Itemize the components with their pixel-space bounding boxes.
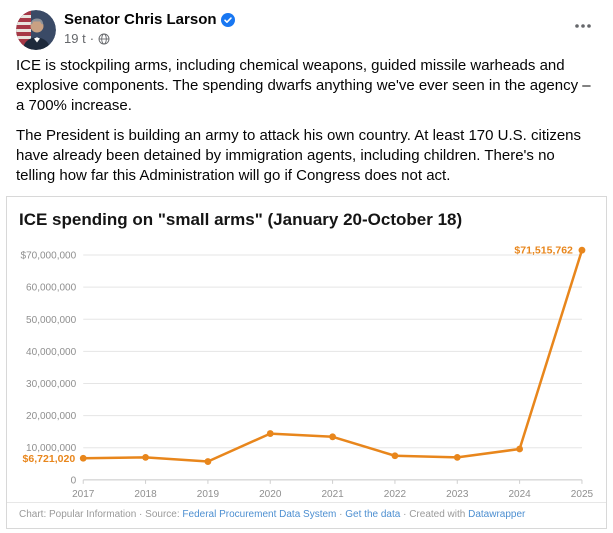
svg-text:$70,000,000: $70,000,000 [21, 251, 77, 262]
svg-text:2018: 2018 [134, 489, 157, 500]
header-info: Senator Chris Larson 19 t · [64, 10, 567, 46]
svg-text:0: 0 [71, 475, 77, 486]
svg-text:$6,721,020: $6,721,020 [23, 453, 76, 465]
datawrapper-link[interactable]: Datawrapper [468, 508, 526, 520]
svg-text:2023: 2023 [446, 489, 469, 500]
source-link[interactable]: Federal Procurement Data System [182, 508, 337, 520]
svg-text:2021: 2021 [321, 489, 344, 500]
svg-text:50,000,000: 50,000,000 [26, 315, 77, 326]
chart-card: ICE spending on "small arms" (January 20… [6, 196, 607, 529]
chart-title: ICE spending on "small arms" (January 20… [19, 210, 463, 229]
chart-credit-text: Chart: Popular Information · Source: [19, 508, 183, 520]
svg-text:2020: 2020 [259, 489, 282, 500]
meta-separator: · [89, 31, 95, 46]
footer-separator-1: · [336, 508, 346, 520]
get-data-link[interactable]: Get the data [345, 508, 401, 520]
ellipsis-icon [575, 24, 591, 28]
svg-text:40,000,000: 40,000,000 [26, 347, 77, 358]
post-paragraph-1: ICE is stockpiling arms, including chemi… [16, 57, 591, 114]
svg-text:$71,515,762: $71,515,762 [514, 245, 573, 257]
more-options-button[interactable] [567, 10, 599, 42]
svg-text:2017: 2017 [72, 489, 95, 500]
post-header: Senator Chris Larson 19 t · [0, 0, 613, 52]
spending-line-chart: 0 10,000,000 20,000,000 30,000,000 40,000,00… [21, 245, 594, 500]
svg-text:2024: 2024 [508, 489, 531, 500]
svg-text:2022: 2022 [384, 489, 407, 500]
chart-inner: ICE spending on "small arms" (January 20… [7, 197, 606, 502]
svg-text:2019: 2019 [197, 489, 220, 500]
svg-text:10,000,000: 10,000,000 [26, 443, 77, 454]
svg-text:30,000,000: 30,000,000 [26, 379, 77, 390]
svg-text:60,000,000: 60,000,000 [26, 283, 77, 294]
verified-badge-icon [220, 12, 235, 27]
svg-text:2025: 2025 [571, 489, 594, 500]
post-paragraph-2: The President is building an army to att… [16, 127, 581, 184]
footer-separator-2: · Created with [400, 508, 469, 520]
post-text: ICE is stockpiling arms, including chemi… [0, 52, 613, 186]
globe-icon [98, 33, 110, 44]
avatar-image [16, 10, 56, 50]
post-timestamp[interactable]: 19 t [64, 31, 86, 46]
post-meta: 19 t · [64, 31, 567, 46]
chart-footer: Chart: Popular Information · Source: Fed… [7, 501, 606, 528]
author-name[interactable]: Senator Chris Larson [64, 11, 217, 28]
svg-text:20,000,000: 20,000,000 [26, 411, 77, 422]
author-avatar[interactable] [16, 10, 56, 50]
